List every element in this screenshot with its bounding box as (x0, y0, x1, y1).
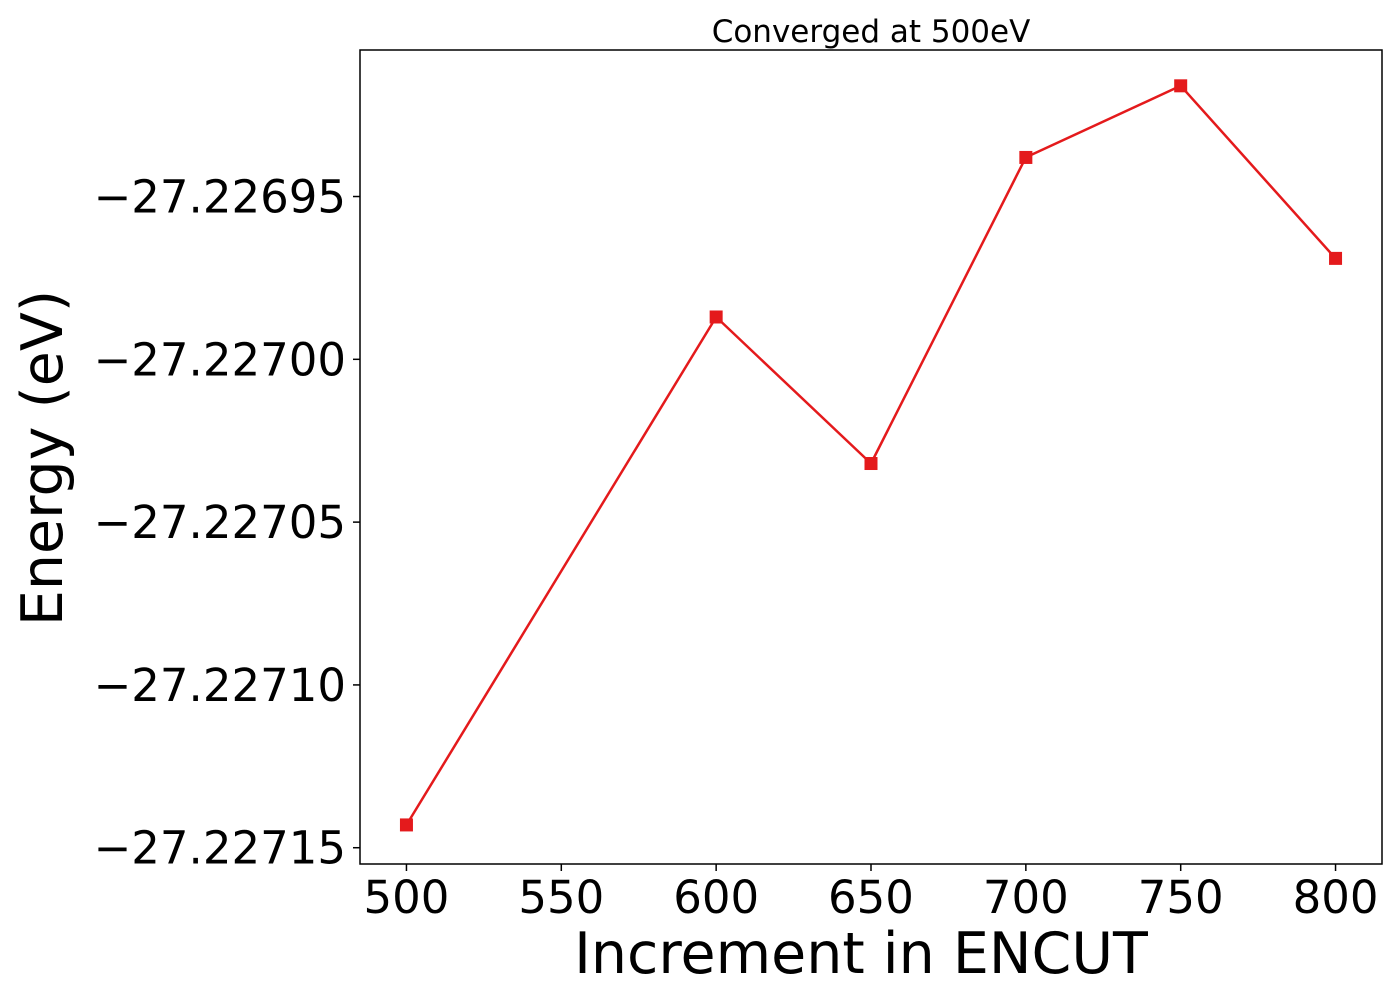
x-axis: 500 550 600 650 700 750 800 (364, 864, 1379, 924)
data-point-800 (1329, 251, 1343, 265)
y-tick-label: −27.22710 (94, 659, 346, 712)
plot-frame (359, 49, 1383, 865)
x-tick-label: 650 (828, 871, 914, 924)
x-tick-label: 800 (1293, 871, 1379, 924)
plot-area (399, 79, 1343, 832)
y-axis-label: Energy (eV) (10, 290, 76, 626)
y-axis: −27.22715 −27.22710 −27.22705 −27.22700 −27.… (94, 171, 360, 875)
data-point-500 (399, 818, 413, 832)
data-point-600 (709, 310, 723, 324)
y-tick-label: −27.22695 (94, 171, 346, 224)
y-tick-label: −27.22715 (94, 822, 346, 875)
data-point-650 (864, 457, 878, 471)
x-tick-label: 550 (518, 871, 604, 924)
x-axis-label: Increment in ENCUT (574, 921, 1148, 987)
series-line-0 (405, 84, 1337, 826)
x-tick-label: 750 (1138, 871, 1224, 924)
y-tick-label: −27.22700 (94, 333, 346, 386)
x-tick-label: 700 (983, 871, 1069, 924)
x-tick-label: 500 (364, 871, 450, 924)
data-point-750 (1174, 79, 1188, 93)
chart-title: Converged at 500eV (712, 14, 1031, 50)
data-point-700 (1019, 150, 1033, 164)
x-tick-label: 600 (673, 871, 759, 924)
y-tick-label: −27.22705 (94, 496, 346, 549)
